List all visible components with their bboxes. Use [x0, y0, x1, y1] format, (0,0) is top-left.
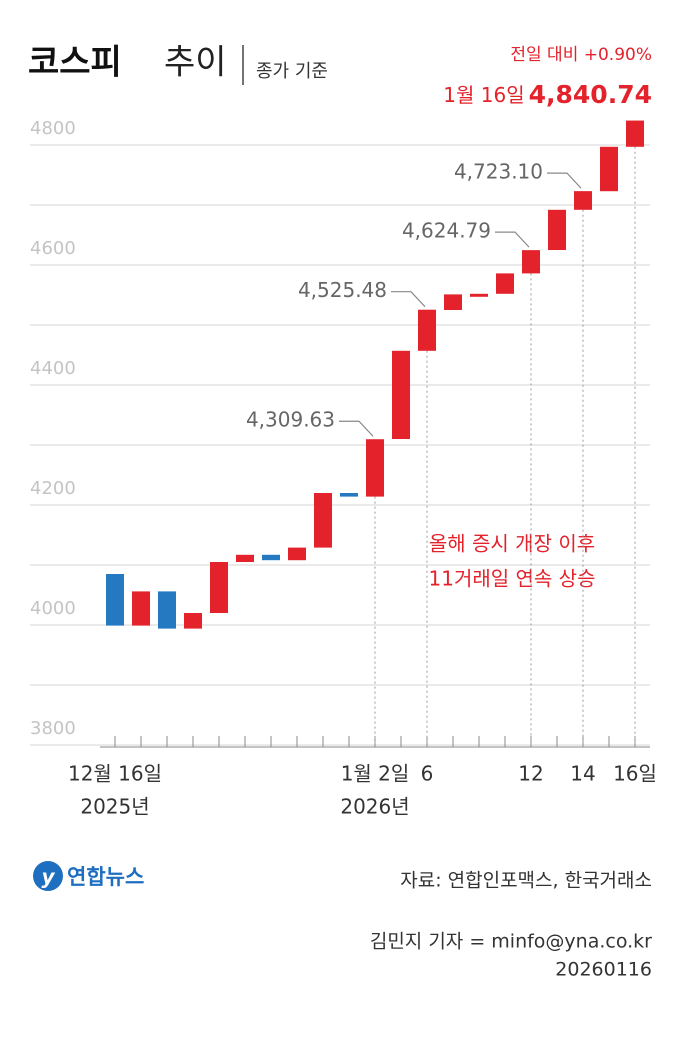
- candle-body: [626, 120, 644, 147]
- leader-line: [547, 172, 582, 189]
- candle-body: [496, 273, 514, 294]
- leader-line: [495, 231, 530, 248]
- candle-body: [600, 146, 618, 192]
- candle-body: [236, 554, 254, 562]
- chart-title-suffix: 추이: [164, 43, 227, 83]
- chart-title: 코스피: [28, 43, 122, 83]
- candle-body: [444, 294, 462, 310]
- candle-body: [522, 250, 540, 274]
- credit: 김민지 기자 = minfo@yna.co.kr: [370, 931, 652, 953]
- candle-body: [210, 562, 228, 613]
- date: 20260116: [555, 959, 652, 981]
- value-label: 4,525.48: [298, 278, 387, 302]
- candle-body: [158, 591, 176, 629]
- y-tick-label: 4000: [30, 598, 76, 619]
- y-tick-label: 4600: [30, 238, 76, 259]
- change-label: 전일 대비 +0.90%: [510, 45, 652, 65]
- candle-body: [106, 574, 124, 626]
- x-tick-label: 6: [421, 762, 434, 786]
- candle-body: [132, 591, 150, 626]
- value-label: 4,624.79: [402, 219, 491, 243]
- candle-body: [288, 547, 306, 561]
- candle-body: [262, 554, 280, 561]
- x-tick-label: 16일: [613, 762, 657, 786]
- logo-mark: y: [41, 865, 55, 889]
- candle-body: [418, 309, 436, 351]
- x-tick-label: 1월 2일: [341, 762, 410, 786]
- header-value: 1월 16일 4,840.74: [443, 80, 652, 109]
- annotation: 올해 증시 개장 이후: [429, 532, 595, 556]
- leader-line: [391, 291, 426, 308]
- source: 자료: 연합인포맥스, 한국거래소: [400, 870, 652, 892]
- logo-icon: [33, 861, 63, 891]
- x-tick-label: 14: [570, 762, 595, 786]
- leader-line: [339, 420, 374, 437]
- chart-subtitle: 종가 기준: [256, 61, 328, 82]
- candle-body: [470, 293, 488, 297]
- x-tick-sublabel: 2025년: [80, 795, 149, 819]
- header-close: 4,840.74: [529, 80, 652, 109]
- candle-body: [184, 613, 202, 629]
- candle-body: [392, 350, 410, 439]
- candle-body: [548, 209, 566, 250]
- candle-body: [366, 439, 384, 497]
- candle-body: [574, 191, 592, 210]
- y-tick-label: 4200: [30, 478, 76, 499]
- x-tick-label: 12월 16일: [68, 762, 162, 786]
- annotation: 11거래일 연속 상승: [429, 567, 596, 591]
- y-tick-label: 3800: [30, 718, 76, 739]
- header-date: 1월 16일: [443, 83, 524, 107]
- logo: 연합뉴스: [67, 865, 144, 889]
- x-tick-sublabel: 2026년: [340, 795, 409, 819]
- y-tick-label: 4800: [30, 118, 76, 139]
- candle-body: [314, 493, 332, 548]
- candle-body: [340, 493, 358, 497]
- x-tick-label: 12: [518, 762, 543, 786]
- value-label: 4,309.63: [246, 408, 335, 432]
- value-label: 4,723.10: [454, 160, 543, 184]
- y-tick-label: 4400: [30, 358, 76, 379]
